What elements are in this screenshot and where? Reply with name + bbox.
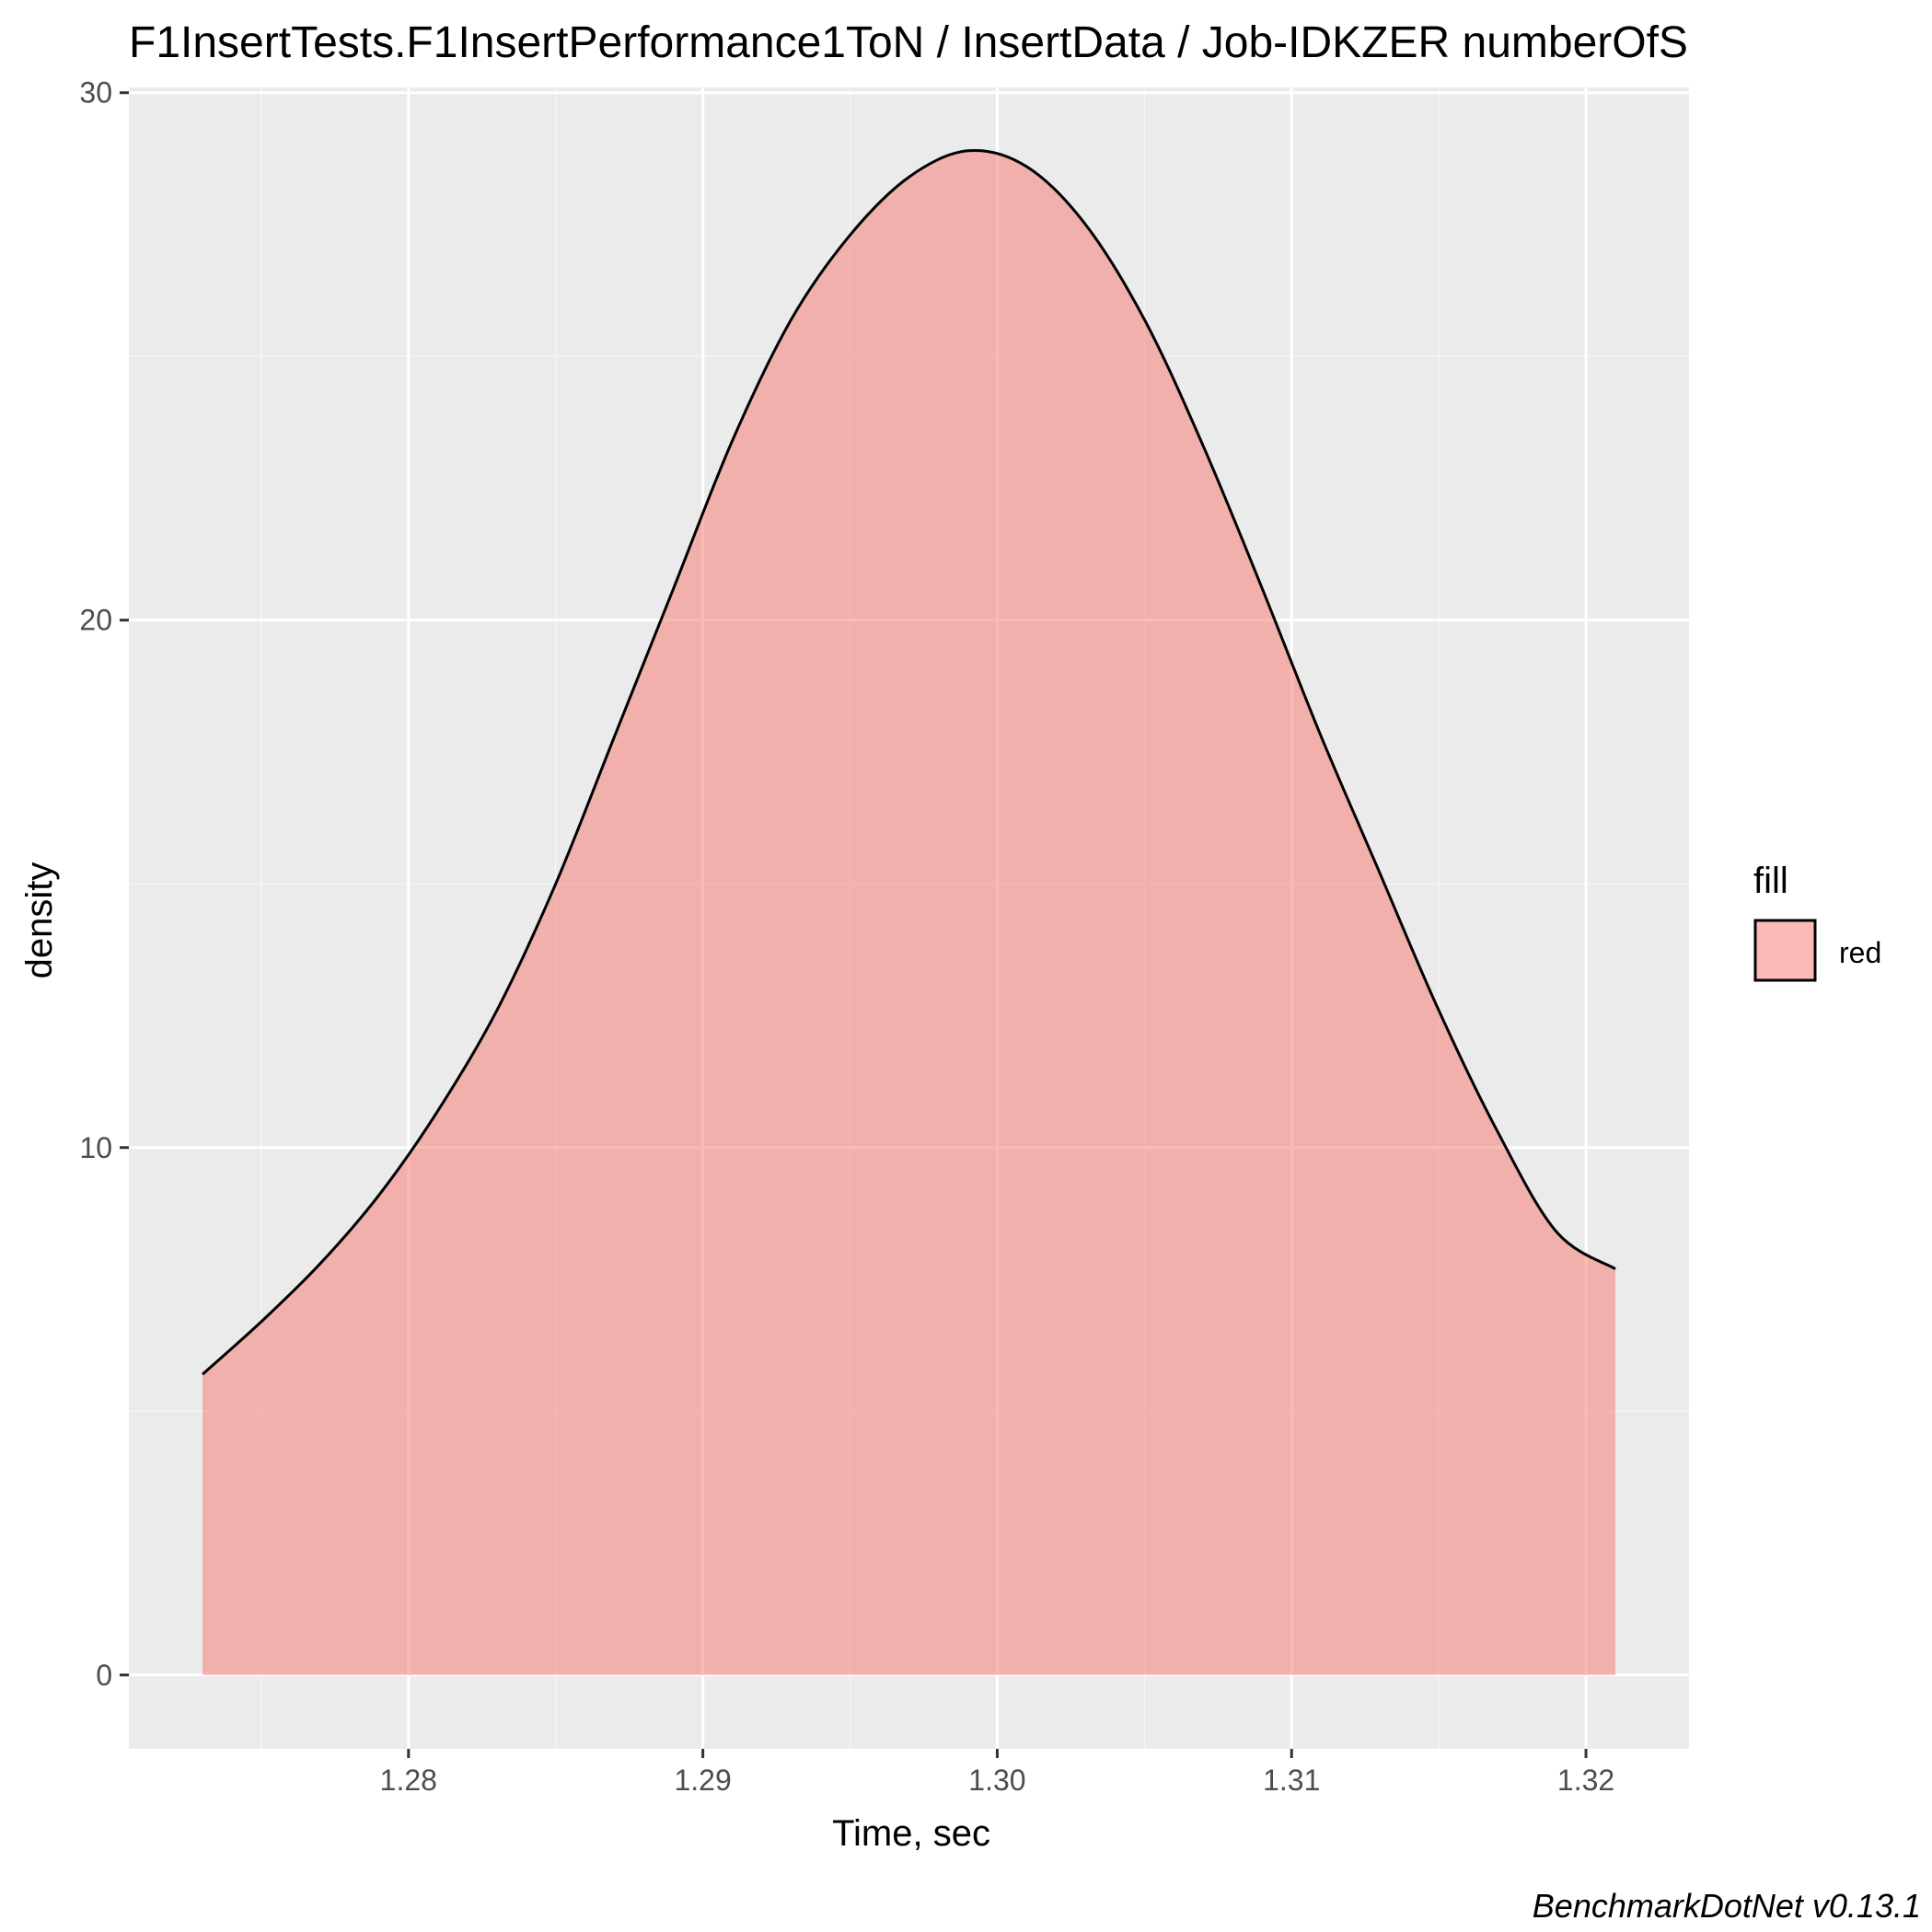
caption: BenchmarkDotNet v0.13.1	[1533, 1887, 1921, 1925]
chart-title: F1InsertTests.F1InsertPerformance1ToN / …	[129, 18, 1688, 67]
x-tick-label: 1.30	[968, 1764, 1025, 1797]
x-tick-label: 1.29	[674, 1764, 731, 1797]
legend: fill red	[1753, 861, 1881, 982]
y-tick-label: 10	[79, 1131, 112, 1164]
x-tick-label: 1.32	[1557, 1764, 1614, 1797]
y-tick-label: 0	[96, 1659, 112, 1692]
y-axis-title: density	[19, 862, 60, 979]
density-line	[201, 148, 1616, 1376]
x-axis-title: Time, sec	[832, 1813, 990, 1854]
legend-title: fill	[1753, 861, 1788, 901]
legend-label-red: red	[1839, 936, 1881, 969]
y-axis: 0 10 20 30	[79, 76, 129, 1692]
y-tick-label: 20	[79, 604, 112, 637]
density-area	[202, 150, 1615, 1675]
y-tick-label: 30	[79, 76, 112, 110]
x-tick-label: 1.31	[1263, 1764, 1320, 1797]
x-tick-label: 1.28	[380, 1764, 437, 1797]
legend-key-red	[1753, 919, 1817, 982]
x-axis: 1.28 1.29 1.30 1.31 1.32	[380, 1749, 1614, 1797]
